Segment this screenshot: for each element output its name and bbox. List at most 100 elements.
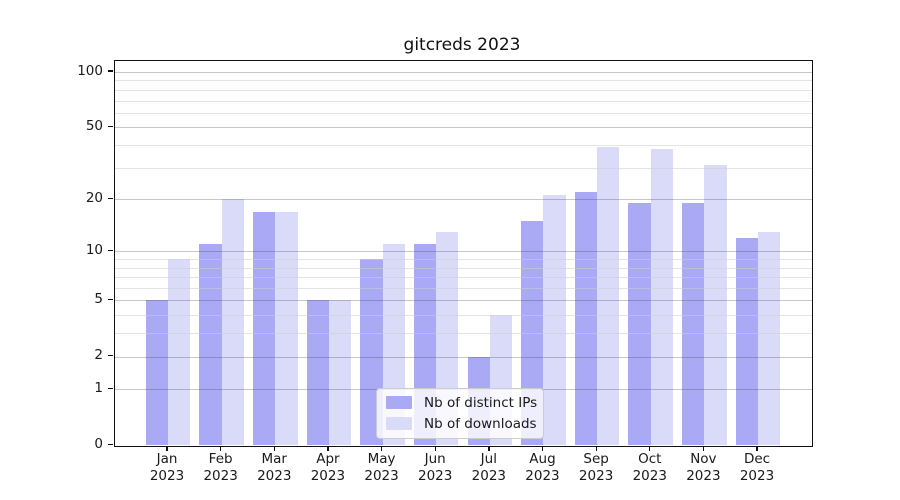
gridline-minor-80: [114, 89, 812, 91]
x-tick-label-year: 2023: [686, 467, 721, 484]
legend: Nb of distinct IPs Nb of downloads: [376, 387, 544, 439]
x-tick-label-month: Apr: [316, 451, 340, 467]
y-tick-100: [108, 70, 113, 72]
gridline-major-100: [114, 72, 812, 73]
x-tick-label-year: 2023: [632, 467, 667, 484]
y-tick-label-10: 10: [85, 241, 103, 258]
x-tick-label-month: Sep: [583, 451, 609, 467]
legend-item-downloads: Nb of downloads: [386, 416, 543, 432]
legend-label-downloads: Nb of downloads: [424, 415, 537, 432]
x-tick-label-jan: Jan 2023: [124, 451, 210, 484]
bar-nb-of-distinct-ips-mar: [252, 211, 276, 446]
x-tick-label-mar: Mar 2023: [231, 451, 317, 484]
y-tick-label-50: 50: [85, 117, 103, 134]
x-tick-label-month: Dec: [743, 451, 771, 467]
bar-nb-of-downloads-mar: [275, 211, 298, 446]
y-tick-5: [108, 298, 113, 301]
x-tick-label-oct: Oct 2023: [607, 451, 693, 484]
x-tick-label-month: May: [367, 451, 396, 467]
y-tick-20: [108, 197, 113, 199]
x-tick-jul: [488, 446, 490, 451]
x-tick-label-aug: Aug 2023: [499, 451, 585, 484]
bar-nb-of-downloads-jan: [168, 259, 191, 446]
x-tick-label-sep: Sep 2023: [553, 451, 639, 484]
gridline-minor-70: [114, 100, 812, 102]
y-tick-50: [108, 125, 113, 127]
x-tick-label-month: Aug: [529, 451, 556, 467]
x-tick-label-year: 2023: [203, 467, 238, 484]
x-tick-may: [380, 446, 383, 451]
y-tick-label-100: 100: [77, 62, 103, 79]
y-tick-label-0: 0: [94, 436, 103, 452]
bar-nb-of-downloads-nov: [704, 165, 727, 446]
x-tick-label-month: Feb: [208, 451, 233, 467]
gridline-minor-30: [114, 167, 812, 169]
bar-nb-of-distinct-ips-feb: [199, 244, 222, 446]
x-tick-sep: [595, 446, 597, 451]
x-tick-label-month: Oct: [638, 451, 662, 467]
x-tick-label-month: Nov: [690, 451, 717, 467]
gridline-major-5: [114, 300, 812, 302]
x-tick-label-year: 2023: [578, 467, 614, 484]
x-tick-label-jul: Jul 2023: [446, 451, 532, 484]
bar-nb-of-distinct-ips-dec: [735, 237, 759, 446]
y-tick-2: [108, 354, 113, 357]
bar-nb-of-distinct-ips-nov: [682, 203, 705, 446]
x-tick-feb: [220, 446, 222, 451]
x-tick-label-month: Jun: [424, 451, 446, 467]
bar-nb-of-distinct-ips-jan: [145, 300, 168, 446]
y-tick-label-20: 20: [85, 189, 103, 206]
gridline-minor-3: [114, 333, 812, 335]
x-tick-apr: [327, 446, 329, 451]
gridline-minor-6: [114, 288, 812, 290]
x-tick-label-year: 2023: [257, 467, 292, 484]
x-tick-jun: [434, 446, 436, 451]
x-tick-label-may: May 2023: [339, 451, 425, 484]
x-tick-label-nov: Nov 2023: [660, 451, 746, 484]
x-tick-label-year: 2023: [310, 467, 346, 484]
x-tick-aug: [541, 446, 544, 451]
bar-nb-of-distinct-ips-oct: [628, 203, 651, 446]
y-tick-label-5: 5: [94, 290, 103, 307]
x-tick-label-year: 2023: [418, 467, 453, 484]
bar-nb-of-downloads-oct: [650, 149, 674, 446]
x-tick-label-month: Mar: [261, 451, 287, 467]
y-tick-label-2: 2: [94, 347, 103, 364]
bar-nb-of-downloads-dec: [758, 231, 781, 446]
x-tick-label-year: 2023: [525, 467, 560, 484]
x-tick-label-dec: Dec 2023: [714, 451, 800, 484]
legend-label-distinct-ips: Nb of distinct IPs: [424, 394, 538, 411]
x-tick-label-year: 2023: [364, 467, 399, 484]
x-tick-label-month: Jan: [156, 451, 178, 467]
y-tick-10: [108, 249, 113, 252]
x-tick-label-year: 2023: [471, 467, 506, 484]
bar-nb-of-downloads-sep: [597, 146, 620, 446]
bar-nb-of-downloads-apr: [328, 300, 352, 446]
x-tick-label-apr: Apr 2023: [285, 451, 371, 484]
legend-item-distinct-ips: Nb of distinct IPs: [386, 395, 543, 411]
x-tick-label-month: Jul: [480, 451, 497, 467]
x-tick-mar: [273, 446, 275, 451]
gridline-minor-7: [114, 277, 812, 279]
gridline-minor-60: [114, 112, 812, 114]
y-tick-0: [108, 443, 113, 446]
gridline-minor-4: [114, 315, 812, 317]
x-tick-label-year: 2023: [739, 467, 775, 484]
gridline-major-20: [114, 199, 812, 201]
bar-nb-of-downloads-feb: [221, 199, 244, 446]
gridline-minor-90: [114, 80, 812, 82]
x-tick-label-feb: Feb 2023: [178, 451, 264, 484]
bar-nb-of-downloads-aug: [543, 195, 566, 446]
chart-title: gitcreds 2023: [403, 35, 521, 55]
x-tick-jan: [166, 446, 168, 451]
gridline-minor-9: [114, 259, 812, 261]
bar-nb-of-distinct-ips-apr: [306, 300, 329, 446]
x-tick-nov: [702, 446, 705, 451]
y-tick-1: [108, 387, 113, 390]
y-tick-label-1: 1: [94, 379, 103, 396]
x-tick-dec: [756, 446, 758, 451]
gridline-major-10: [114, 251, 812, 253]
x-tick-label-year: 2023: [149, 467, 185, 484]
gridline-major-2: [114, 356, 812, 358]
gridline-minor-8: [114, 267, 812, 269]
